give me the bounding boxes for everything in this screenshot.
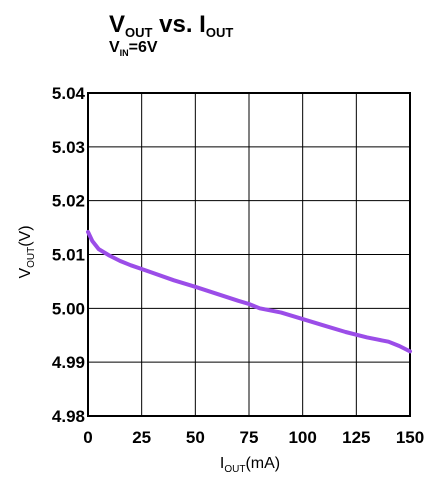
x-axis-label: IOUT(mA)	[220, 455, 280, 475]
y-tick-label: 5.02	[52, 192, 85, 211]
y-tick-label: 4.99	[52, 353, 85, 372]
y-tick-label: 5.03	[52, 138, 85, 157]
x-tick-labels: 0 25 50 75 100 125 150	[83, 428, 424, 447]
chart-subtitle: VIN=6V	[109, 39, 158, 58]
plot-frame	[87, 92, 411, 417]
series-line	[86, 229, 412, 354]
y-axis-label: VOUT(V)	[17, 225, 37, 278]
x-tick-label: 150	[396, 428, 424, 447]
y-tick-label: 5.01	[52, 246, 85, 265]
plot-area	[86, 92, 412, 417]
x-tick-label: 75	[240, 428, 259, 447]
x-tick-label: 0	[83, 428, 92, 447]
y-tick-labels: 5.04 5.03 5.02 5.01 5.00 4.99 4.98	[52, 84, 86, 426]
chart-title: VOUT vs. IOUT	[109, 11, 233, 40]
y-tick-label: 5.04	[52, 84, 86, 103]
x-tick-label: 100	[288, 428, 316, 447]
x-tick-label: 25	[132, 428, 151, 447]
x-tick-label: 125	[342, 428, 370, 447]
y-tick-label: 4.98	[52, 407, 85, 426]
y-tick-label: 5.00	[52, 299, 85, 318]
x-tick-label: 50	[186, 428, 205, 447]
